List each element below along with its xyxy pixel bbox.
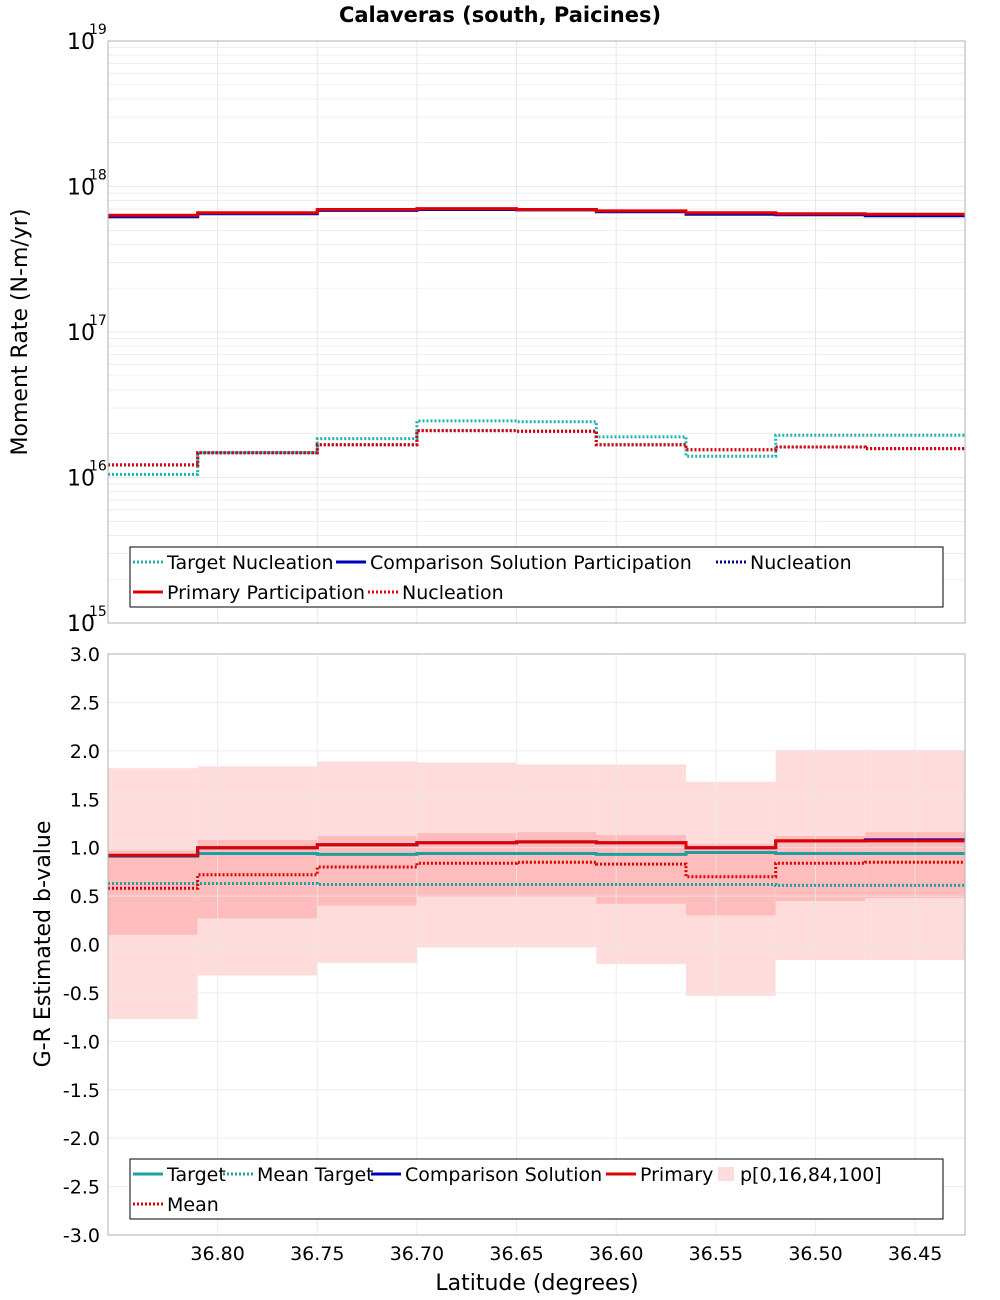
moment-rate-y-tick-exponent: 16 [89,459,107,475]
latitude-x-tick-label: 36.80 [190,1243,244,1265]
b-value-plot-frame [107,653,966,1236]
series-line-primary-participation [108,207,965,217]
band-inner [685,843,776,916]
b-value-y-tick-label: 1.0 [70,838,100,860]
b-value-y-tick-label: 0.0 [70,935,100,957]
b-value-panel: -3.0 -2.5 -2.0 -1.5 -1.0 -0.5 0.0 0.5 1.0 1.5 2.0 2… [31,644,966,1296]
latitude-x-tick-label: 36.50 [788,1243,842,1265]
moment-rate-y-tick-label: 10 [67,176,95,201]
moment-rate-plot-frame [107,40,966,624]
b-value-y-tick-label: 3.0 [70,644,100,666]
legend-label: Target Nucleation [166,552,334,574]
b-value-grid [108,653,965,1236]
latitude-x-tick-label: 36.65 [489,1243,543,1265]
legend-box [129,1158,944,1220]
b-value-y-tick-label: 2.5 [70,692,100,714]
legend-label: Mean [167,1194,219,1216]
legend-label: Nucleation [402,582,504,604]
b-value-legend: Target Mean Target Comparison Solution Prim… [129,1158,944,1220]
latitude-x-tick-label: 36.70 [390,1243,444,1265]
legend-box [129,546,944,608]
moment-rate-y-tick-exponent: 17 [89,313,107,329]
latitude-x-ticks: 36.80 36.75 36.70 36.65 36.60 36.55 36.50 36.45 [190,1243,942,1265]
legend-label: Target [166,1164,226,1186]
latitude-x-tick-label: 36.55 [689,1243,743,1265]
b-value-y-tick-label: -2.5 [63,1177,100,1199]
moment-rate-y-tick-label: 10 [67,467,95,492]
b-value-y-tick-label: -0.5 [63,983,100,1005]
moment-rate-y-tick-label: 10 [67,612,95,637]
b-value-y-tick-label: -1.0 [63,1031,100,1053]
series-line-mean-target [108,882,965,887]
b-value-y-ticks: -3.0 -2.5 -2.0 -1.5 -1.0 -0.5 0.0 0.5 1.0 1.5 2.0 2… [63,644,100,1247]
legend-label: Comparison Solution [405,1164,602,1186]
latitude-x-tick-label: 36.45 [888,1243,942,1265]
legend-label: Nucleation [750,552,852,574]
band-inner [596,835,686,904]
series-line-primary [108,839,965,857]
moment-rate-y-axis-label: Moment Rate (N-m/yr) [8,209,33,456]
moment-rate-legend: Target Nucleation Comparison Solution Par… [129,546,944,608]
legend-label: p[0,16,84,100] [740,1164,882,1186]
band-inner [317,836,417,906]
legend-label: Comparison Solution Participation [370,552,692,574]
b-value-y-tick-label: -1.5 [63,1080,100,1102]
b-value-y-tick-label: 2.0 [70,741,100,763]
latitude-x-axis-label: Latitude (degrees) [435,1271,638,1296]
b-value-y-tick-label: -3.0 [63,1225,100,1247]
b-value-y-tick-label: 1.5 [70,789,100,811]
legend-swatch [718,1167,734,1181]
moment-rate-y-tick-exponent: 18 [89,168,107,184]
moment-rate-y-tick-exponent: 19 [89,22,107,38]
moment-rate-y-tick-exponent: 15 [89,604,107,620]
chart-title: Calaveras (south, Paicines) [339,3,661,27]
band-inner [108,850,198,935]
b-value-y-tick-label: -2.0 [63,1128,100,1150]
series-line-target [108,851,965,858]
latitude-x-tick-label: 36.60 [589,1243,643,1265]
legend-label: Primary Participation [167,582,365,604]
latitude-x-tick-label: 36.75 [290,1243,344,1265]
legend-label: Mean Target [257,1164,374,1186]
legend-label: Primary [640,1164,713,1186]
b-value-y-axis-label: G-R Estimated b-value [31,821,56,1068]
moment-rate-grid [108,41,965,624]
b-value-y-tick-label: 0.5 [70,886,100,908]
moment-rate-y-tick-label: 10 [67,321,95,346]
moment-rate-y-tick-label: 10 [67,30,95,55]
band-inner [197,839,318,919]
series-line-nucleation [108,429,965,467]
series-line-mean [108,860,965,890]
b-value-series [108,838,965,890]
moment-rate-series [108,207,965,476]
band-inner [775,836,866,901]
